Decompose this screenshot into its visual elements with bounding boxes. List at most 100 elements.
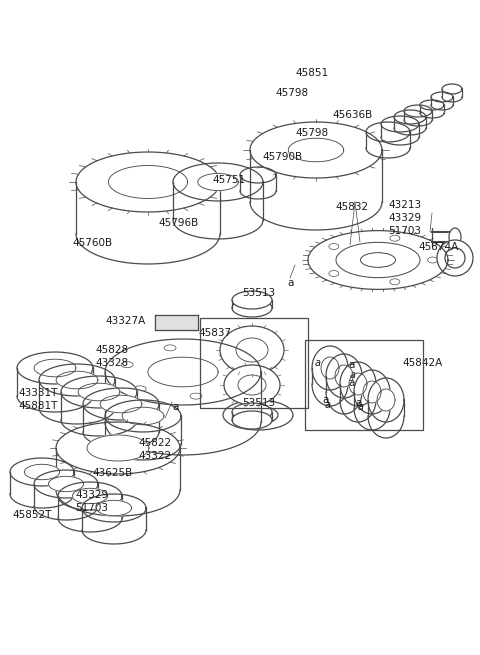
Text: 43329: 43329 (388, 213, 421, 223)
Text: 45798: 45798 (275, 88, 308, 98)
Polygon shape (173, 163, 263, 201)
Polygon shape (87, 435, 149, 461)
Text: 45881T: 45881T (18, 401, 58, 411)
Text: 43322: 43322 (138, 451, 171, 461)
Polygon shape (312, 346, 348, 390)
Polygon shape (366, 122, 410, 142)
Polygon shape (354, 370, 390, 414)
Text: 45798: 45798 (295, 128, 328, 138)
Polygon shape (335, 365, 353, 387)
Ellipse shape (220, 326, 284, 374)
Ellipse shape (390, 279, 400, 285)
Text: 45760B: 45760B (72, 238, 112, 248)
Bar (305, 340, 423, 430)
Polygon shape (56, 422, 180, 474)
Polygon shape (78, 383, 120, 401)
Text: a: a (358, 402, 364, 412)
Polygon shape (148, 357, 218, 387)
Ellipse shape (238, 406, 278, 424)
Polygon shape (394, 110, 426, 124)
Text: 53513: 53513 (242, 288, 275, 298)
Ellipse shape (232, 411, 272, 429)
Text: 51703: 51703 (388, 226, 421, 236)
Text: 45842A: 45842A (402, 358, 442, 368)
Text: 53513: 53513 (242, 398, 275, 408)
Polygon shape (420, 100, 444, 110)
Text: a: a (322, 395, 328, 405)
Ellipse shape (232, 403, 272, 421)
Polygon shape (326, 354, 362, 398)
Text: a: a (350, 370, 356, 380)
Polygon shape (431, 92, 453, 102)
Text: 45874A: 45874A (418, 242, 458, 252)
Polygon shape (442, 84, 462, 94)
Ellipse shape (360, 253, 396, 267)
Polygon shape (10, 458, 74, 486)
Text: a: a (315, 358, 321, 368)
Polygon shape (288, 138, 344, 162)
Text: a: a (348, 378, 354, 388)
Ellipse shape (121, 362, 133, 367)
Polygon shape (321, 357, 339, 379)
Ellipse shape (233, 377, 245, 383)
Bar (200, 318, 308, 408)
Ellipse shape (220, 352, 232, 358)
Polygon shape (122, 407, 164, 425)
Polygon shape (340, 362, 376, 406)
Polygon shape (17, 352, 93, 384)
Text: a: a (287, 278, 293, 288)
Text: 51703: 51703 (75, 503, 108, 513)
Text: 45832: 45832 (335, 202, 368, 212)
Text: 43329: 43329 (75, 490, 108, 500)
Polygon shape (34, 359, 76, 377)
Polygon shape (61, 376, 137, 408)
Text: 45636B: 45636B (332, 110, 372, 120)
Polygon shape (100, 395, 142, 413)
Text: 45851: 45851 (295, 68, 328, 78)
Text: a: a (325, 400, 331, 410)
Polygon shape (198, 174, 238, 191)
Ellipse shape (329, 244, 339, 250)
Ellipse shape (445, 248, 465, 268)
Ellipse shape (134, 386, 146, 392)
Polygon shape (105, 400, 181, 432)
Text: 45852T: 45852T (12, 510, 51, 520)
Ellipse shape (428, 257, 438, 263)
Ellipse shape (190, 393, 202, 399)
Polygon shape (308, 231, 448, 290)
Polygon shape (48, 476, 84, 492)
Polygon shape (96, 500, 132, 515)
Text: a: a (355, 398, 361, 408)
Text: 45837: 45837 (198, 328, 231, 338)
Polygon shape (377, 389, 395, 411)
Polygon shape (72, 488, 108, 504)
Ellipse shape (329, 271, 339, 276)
Ellipse shape (437, 240, 473, 276)
Ellipse shape (390, 235, 400, 241)
Ellipse shape (164, 345, 176, 351)
Polygon shape (58, 482, 122, 510)
Text: 43327A: 43327A (105, 316, 145, 326)
Polygon shape (39, 364, 115, 396)
Polygon shape (250, 122, 382, 178)
Polygon shape (381, 116, 419, 132)
Ellipse shape (223, 400, 293, 430)
Ellipse shape (238, 375, 266, 395)
Polygon shape (368, 378, 404, 422)
Text: 45822: 45822 (138, 438, 171, 448)
Ellipse shape (236, 338, 268, 362)
Text: a: a (348, 360, 354, 370)
Text: 45790B: 45790B (262, 152, 302, 162)
Polygon shape (82, 494, 146, 522)
Text: 43331T: 43331T (18, 388, 58, 398)
Polygon shape (240, 167, 276, 183)
Text: 43625B: 43625B (92, 468, 132, 478)
Ellipse shape (224, 365, 280, 405)
Polygon shape (404, 105, 432, 117)
Polygon shape (108, 166, 188, 198)
Text: 43328: 43328 (95, 358, 128, 368)
Polygon shape (363, 381, 381, 403)
Text: 45828: 45828 (95, 345, 128, 355)
Polygon shape (34, 470, 98, 498)
Ellipse shape (449, 228, 461, 246)
